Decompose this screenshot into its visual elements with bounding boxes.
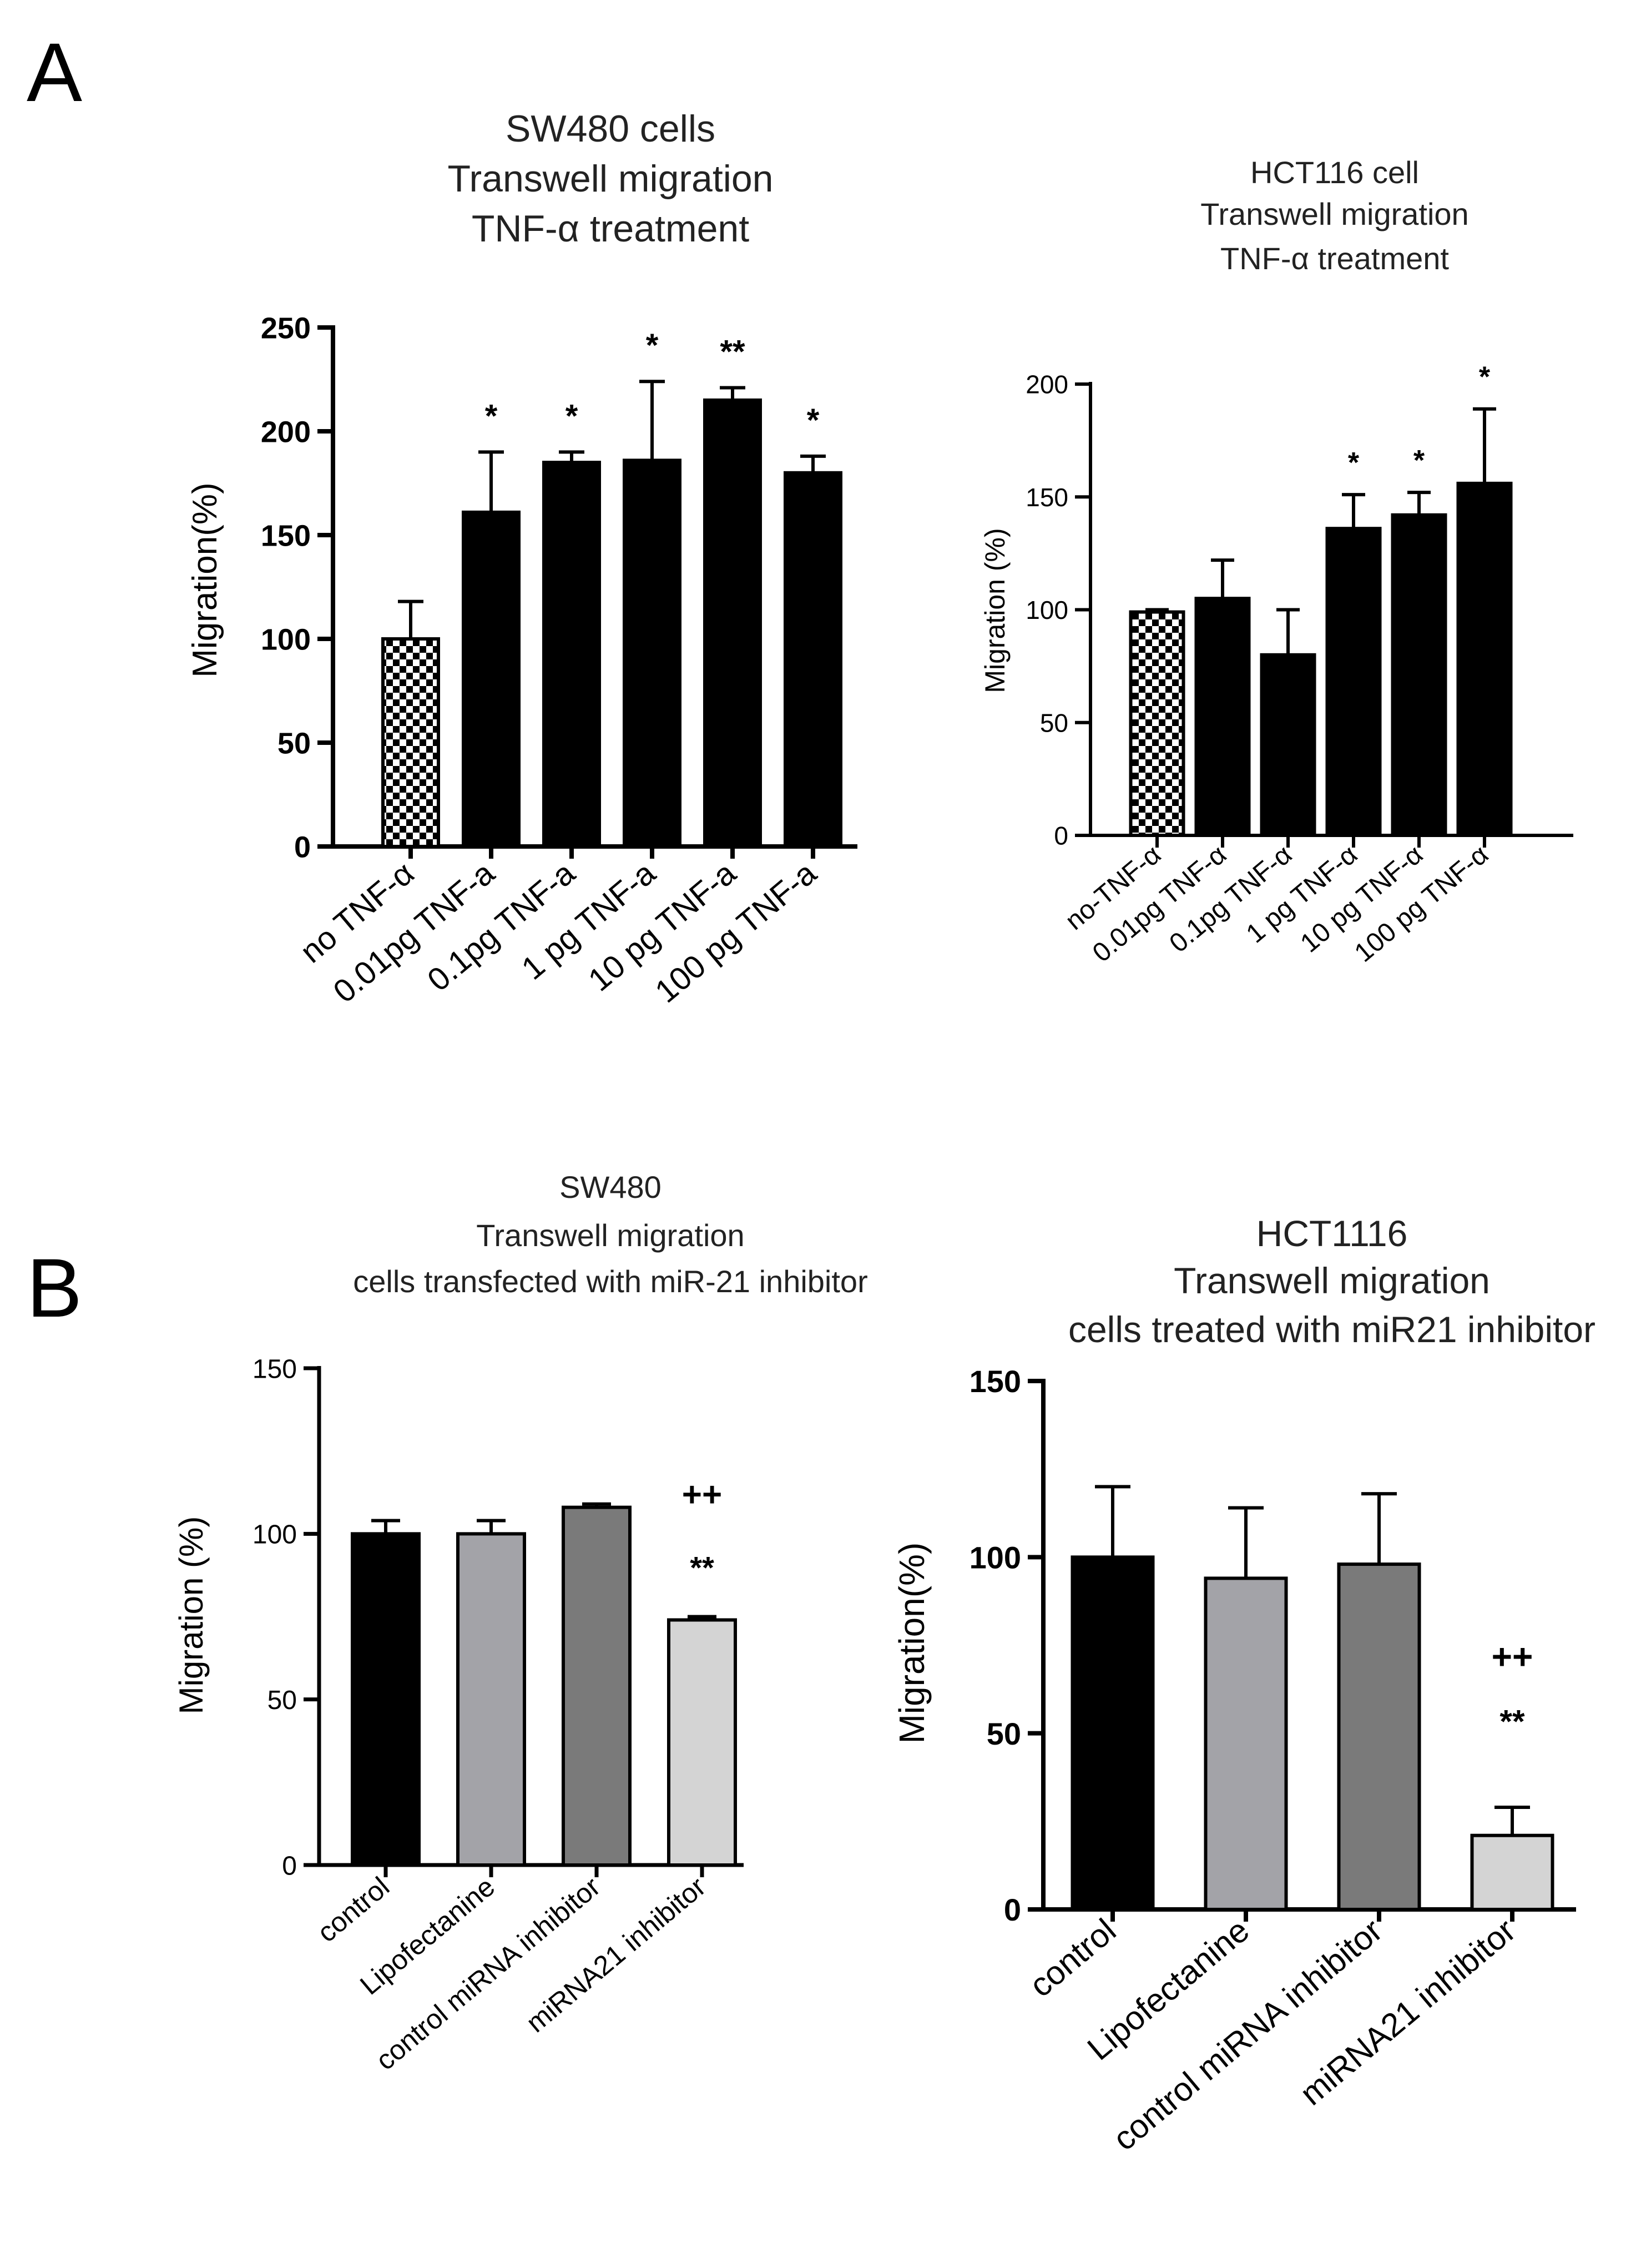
category-label: miRNA21 inhibitor (520, 1871, 711, 2039)
chart-title-line: HCT116 cell (1250, 155, 1419, 190)
chart-title-line: cells transfected with miR-21 inhibitor (353, 1264, 867, 1299)
y-tick-label: 100 (253, 1520, 297, 1550)
significance-marker: ** (690, 1550, 714, 1585)
bar (703, 398, 762, 848)
y-tick-label: 50 (987, 1716, 1021, 1751)
bar (542, 461, 601, 848)
bar (1260, 653, 1316, 838)
chart-a1: SW480 cells Transwell migration TNF-α trea… (186, 108, 857, 1010)
category-label: control (1022, 1912, 1123, 2004)
significance-marker: * (1479, 361, 1491, 394)
y-tick-label: 250 (261, 311, 311, 345)
bar (381, 637, 440, 848)
chart-title-line: SW480 (559, 1170, 662, 1204)
significance-marker: * (1413, 445, 1425, 477)
y-axis-label: Migration (%) (979, 528, 1011, 693)
y-tick-label: 200 (261, 415, 311, 448)
significance-marker: * (485, 398, 498, 434)
category-label: miRNA21 inhibitor (1293, 1912, 1522, 2113)
chart-title-line: Transwell migration (448, 158, 774, 200)
y-tick-label: 150 (1026, 483, 1068, 512)
category-label: control (311, 1871, 395, 1948)
y-tick-label: 100 (970, 1540, 1021, 1575)
y-axis-label: Migration(%) (892, 1543, 932, 1744)
panel-label-a: A (27, 26, 83, 119)
bar (623, 458, 681, 848)
y-tick-label: 150 (253, 1354, 297, 1384)
chart-title-line: cells treated with miR21 inhibitor (1068, 1309, 1595, 1350)
y-tick-label: 150 (970, 1364, 1021, 1399)
category-label: control miRNA inhibitor (1106, 1912, 1390, 2158)
y-tick-label: 0 (282, 1851, 297, 1881)
y-tick-label: 50 (1040, 708, 1068, 737)
bar (1391, 513, 1447, 837)
y-tick-label: 100 (1026, 596, 1068, 624)
bar (1470, 1833, 1554, 1911)
chart-b2: HCT1116 Transwell migration cells treated … (892, 1213, 1595, 2158)
bar (1456, 481, 1513, 837)
y-tick-label: 0 (294, 830, 311, 864)
y-tick-label: 50 (267, 1686, 297, 1715)
bar (351, 1532, 421, 1867)
significance-marker: * (807, 402, 820, 439)
y-tick-label: 50 (277, 727, 311, 760)
bar (1325, 527, 1382, 837)
y-tick-label: 200 (1026, 370, 1068, 399)
chart-title-line: HCT1116 (1256, 1213, 1408, 1254)
y-tick-label: 0 (1054, 821, 1068, 850)
bar (456, 1532, 526, 1867)
panel-label-b: B (27, 1241, 83, 1334)
bar (1204, 1576, 1288, 1911)
bar (462, 510, 521, 848)
significance-marker-top: ++ (1492, 1637, 1533, 1677)
significance-marker: * (646, 327, 659, 364)
chart-b1: SW480 Transwell migration cells transfecte… (173, 1170, 868, 2076)
chart-title-line: Transwell migration (1174, 1260, 1490, 1301)
bar (1337, 1563, 1421, 1911)
y-axis-label: Migration(%) (186, 482, 224, 677)
significance-marker: ** (720, 334, 745, 370)
bar (667, 1618, 737, 1867)
y-axis-label: Migration (%) (173, 1516, 210, 1715)
y-tick-label: 150 (261, 519, 311, 552)
chart-title-line: TNF-α treatment (1220, 241, 1449, 276)
bar (1194, 597, 1251, 838)
y-tick-label: 0 (1004, 1892, 1021, 1927)
bar (1071, 1555, 1155, 1911)
chart-title-line: Transwell migration (476, 1218, 744, 1253)
bar (562, 1505, 632, 1867)
chart-a2: HCT116 cell Transwell migration TNF-α trea… (979, 155, 1573, 968)
y-tick-label: 100 (261, 623, 311, 656)
chart-title-line: SW480 cells (506, 108, 715, 150)
significance-marker: ** (1499, 1704, 1525, 1740)
significance-marker-top: ++ (682, 1475, 722, 1514)
bar (1129, 610, 1185, 837)
significance-marker: * (565, 398, 578, 434)
bar (784, 471, 842, 848)
chart-title-line: Transwell migration (1200, 196, 1468, 231)
significance-marker: * (1348, 447, 1360, 479)
chart-title-line: TNF-α treatment (472, 208, 749, 250)
